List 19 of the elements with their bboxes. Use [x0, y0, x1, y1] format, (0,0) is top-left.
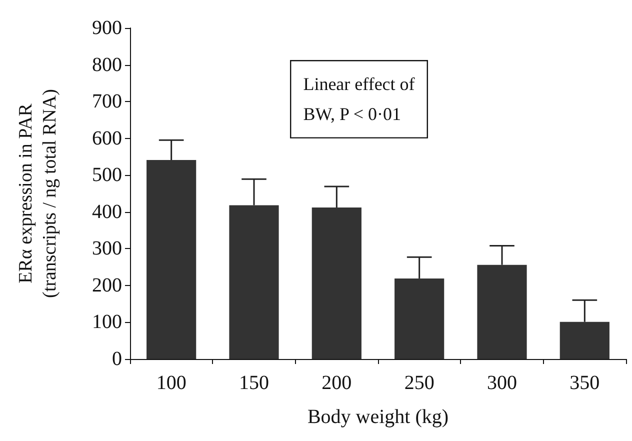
x-tick-label: 300 — [487, 372, 517, 394]
x-tick-label: 200 — [322, 372, 352, 394]
y-tick-label: 500 — [92, 164, 122, 186]
y-tick-label: 0 — [112, 348, 122, 370]
x-tick-label: 150 — [239, 372, 269, 394]
y-tick-label: 300 — [92, 238, 122, 260]
y-tick-label: 700 — [92, 90, 122, 113]
y-tick-label: 100 — [92, 311, 122, 334]
y-tick-label: 400 — [92, 200, 122, 223]
x-axis-title: Body weight (kg) — [307, 406, 449, 428]
y-axis-title: ERα expression in PAR (transcripts / ng total RNA) — [16, 89, 60, 298]
x-tick-label: 350 — [570, 372, 600, 394]
x-tick-label: 250 — [404, 372, 434, 394]
y-tick-label: 800 — [92, 54, 122, 76]
x-tick-label: 100 — [156, 372, 186, 394]
y-tick-label: 200 — [92, 274, 122, 296]
annotation: Linear effect of BW, P < 0·01 — [303, 74, 415, 124]
y-tick-label: 600 — [92, 127, 122, 150]
y-tick-label: 900 — [92, 17, 122, 39]
